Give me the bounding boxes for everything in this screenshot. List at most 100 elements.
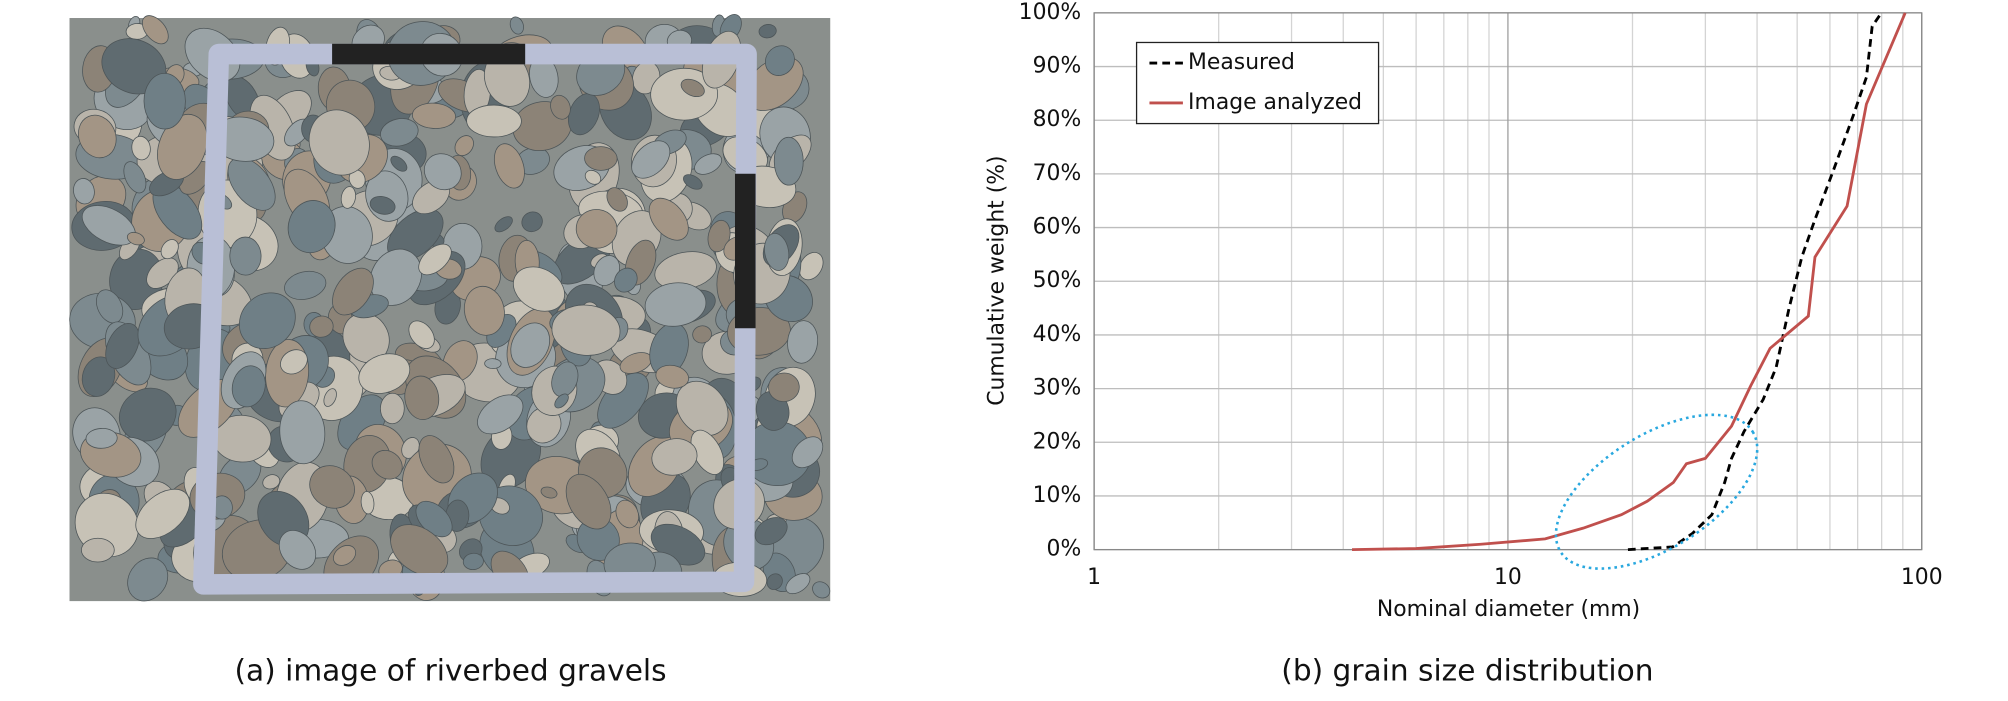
y-tick-label: 60% [1033,215,1082,240]
stone [550,94,571,120]
stone [650,67,719,121]
stone [423,153,462,191]
stone [280,349,308,375]
stone [238,292,296,350]
stone [390,155,408,172]
stone [411,102,456,129]
y-tick-label: 20% [1033,429,1082,454]
highlight-ellipse [1554,413,1759,570]
stone [606,187,628,212]
stone [371,450,403,480]
stone [404,375,440,420]
stone [81,356,116,397]
stone [284,270,327,300]
stone [73,178,95,205]
caption-b: (b) grain size distribution [1281,653,1653,687]
stone [584,169,602,185]
stone [651,438,698,476]
stone [540,486,558,499]
stone [85,428,118,449]
stone [565,473,612,530]
stone [494,216,513,233]
stone [644,282,707,327]
x-tick-label: 1 [1087,565,1101,590]
stone [521,211,543,233]
stone [126,231,145,246]
stone [707,219,731,253]
y-tick-label: 70% [1033,161,1082,186]
x-tick-label: 10 [1494,565,1522,590]
gravel-photo [69,14,831,602]
stone [380,118,419,147]
caption-a: (a) image of riverbed gravels [234,653,666,687]
stone [764,45,795,76]
legend-label: Image analyzed [1188,90,1362,115]
stone [551,361,579,398]
stone [551,304,621,356]
stone [308,109,370,176]
stone [768,372,800,403]
pvc-frame [193,43,757,595]
stone [360,491,375,515]
stone [680,78,705,98]
stone [766,573,783,590]
stone [81,537,115,563]
stone [229,236,262,276]
stone [78,114,117,159]
y-tick-label: 80% [1033,107,1082,132]
stone [390,524,449,577]
stone [332,267,374,316]
stone [227,157,276,211]
stone [466,104,522,138]
stone [278,530,317,570]
stone [493,143,525,189]
stone [262,474,281,490]
stone [510,322,551,368]
stone [231,365,266,408]
y-tick-label: 0% [1047,537,1082,562]
stone [758,24,777,39]
stone [463,285,505,336]
y-tick-label: 50% [1033,268,1082,293]
y-tick-label: 10% [1033,483,1082,508]
stone [127,557,169,602]
stone [332,545,357,566]
stone [692,325,712,344]
stone [123,161,147,194]
stone [380,392,405,425]
stone [141,15,169,45]
legend-box [1135,41,1380,125]
y-tick-label: 90% [1033,54,1082,79]
stone [131,135,151,161]
stone [462,552,484,571]
stone [484,358,502,369]
y-tick-label: 30% [1033,376,1082,401]
stone [157,114,208,180]
stone [279,400,326,465]
stone [135,488,190,539]
stone [764,232,790,271]
stone [575,209,618,249]
series-line [1351,12,1907,552]
stone [509,16,524,35]
stone [754,517,788,546]
legend-label: Measured [1188,50,1295,75]
stone [787,320,819,364]
stone [358,353,411,394]
stone [631,140,671,179]
x-tick-label: 100 [1901,565,1943,590]
y-tick-label: 100% [1019,0,1082,25]
stone [554,393,569,409]
stone [773,136,804,186]
plot-frame [1093,12,1923,551]
stone [309,315,334,338]
stone [798,252,824,281]
y-tick-label: 40% [1033,322,1082,347]
stone [105,323,140,369]
stone [340,186,356,209]
stone [694,153,723,175]
stone [655,364,689,389]
stone [454,135,474,157]
stone [418,243,452,276]
